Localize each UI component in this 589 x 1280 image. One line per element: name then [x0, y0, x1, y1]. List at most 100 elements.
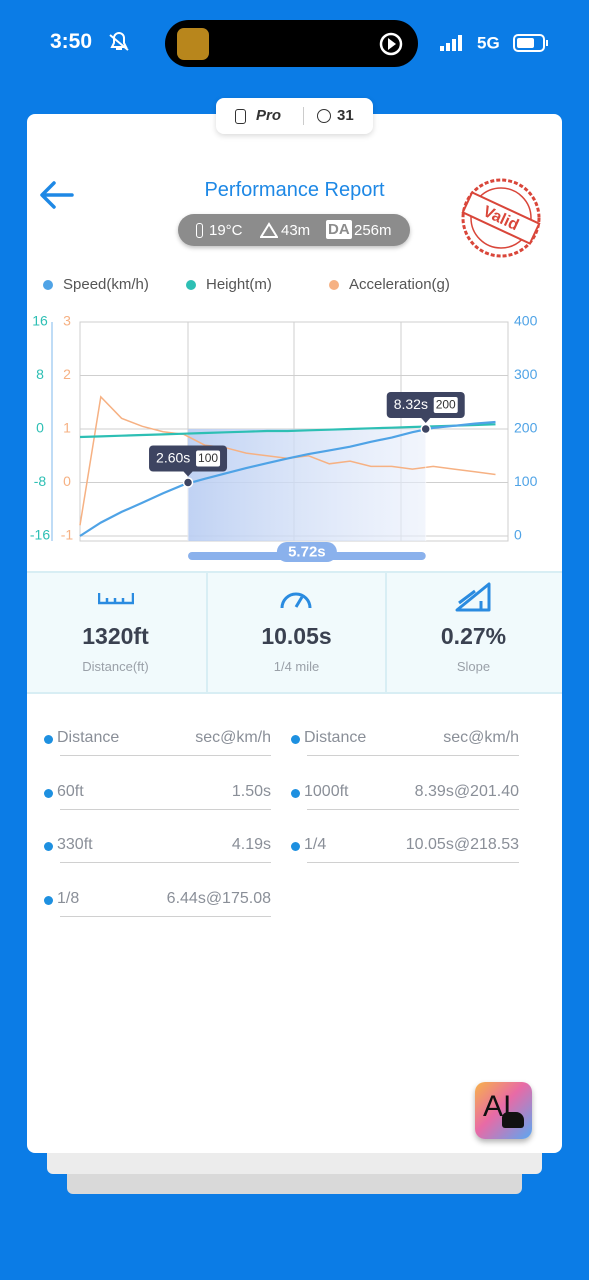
bullet	[44, 788, 53, 798]
result-value: sec@km/h	[195, 729, 271, 746]
signal-bar	[458, 35, 462, 51]
tick-label: 100	[514, 473, 538, 489]
result-value: sec@km/h	[443, 729, 519, 746]
marker-point	[182, 477, 194, 488]
row-rule	[307, 862, 519, 863]
legend-label: Height(m)	[206, 276, 272, 293]
row-rule	[60, 808, 271, 810]
row-rule	[307, 755, 519, 756]
stat-label: Distance(ft)	[82, 659, 149, 674]
bullet	[44, 735, 53, 744]
altitude-icon	[260, 222, 278, 238]
battery-level	[517, 38, 534, 48]
tick-label: 0	[36, 420, 44, 436]
tick-label: 0	[63, 473, 71, 489]
conditions: 19°C 43m DA 256m	[178, 214, 410, 246]
ai-button[interactable]: AI	[475, 1082, 532, 1139]
slope-icon	[455, 582, 491, 612]
bullet	[44, 842, 53, 851]
tick-label: -8	[34, 473, 47, 489]
tick-label: 400	[514, 313, 538, 329]
result-value: 1.50s	[231, 782, 271, 800]
marker-tooltip: 8.32s 200	[386, 392, 465, 423]
legend-label: Speed(km/h)	[63, 276, 149, 293]
app-icon	[177, 28, 209, 60]
result-name: 330ft	[57, 836, 93, 853]
row-rule	[60, 915, 271, 917]
stat-value: 1320ft	[82, 623, 149, 649]
divider	[303, 107, 304, 125]
result-name: 60ft	[57, 782, 84, 800]
da-label: DA	[326, 220, 352, 239]
legend-swatch	[186, 280, 196, 290]
stat-value: 0.27%	[440, 623, 507, 649]
stat-label: Slope	[456, 659, 491, 674]
stat: 0.27% Slope	[385, 573, 562, 692]
bullet	[291, 735, 300, 744]
pro-badge[interactable]: Pro 31	[216, 98, 373, 134]
density-altitude: 256m	[354, 222, 392, 239]
battery-tip	[546, 40, 548, 46]
count-icon	[317, 109, 331, 123]
bullet	[44, 895, 53, 905]
play-icon	[388, 38, 396, 50]
marker-value: 100	[198, 451, 218, 465]
signal-bar	[446, 43, 450, 51]
marker-time: 8.32s	[394, 396, 428, 412]
back-button[interactable]	[38, 180, 76, 210]
result-value: 10.05s@218.53	[405, 836, 519, 853]
stat: 1320ft Distance(ft)	[27, 573, 204, 692]
tick-label: 1	[63, 420, 71, 436]
status-icons: 5G	[109, 20, 548, 67]
tooltip-pointer	[183, 471, 194, 477]
tick-label: 8	[36, 366, 44, 382]
bullet	[291, 788, 300, 798]
result-name: 1000ft	[304, 782, 349, 800]
result-value: 8.39s@201.40	[414, 782, 519, 800]
result-row: 1/8 6.44s@175.08	[44, 890, 271, 920]
marker-time: 2.60s	[156, 450, 190, 466]
tick-label: 0	[514, 527, 522, 543]
card-stack	[47, 1150, 542, 1174]
legend-swatch	[43, 280, 53, 290]
bullet	[291, 842, 300, 851]
row-rule	[307, 808, 519, 810]
card-stack	[67, 1170, 522, 1194]
signal-bar	[440, 46, 444, 51]
car-icon	[502, 1112, 524, 1128]
dynamic-island	[165, 20, 418, 67]
gauge-icon	[280, 592, 312, 609]
result-row: Distance sec@km/h	[44, 729, 271, 759]
play-icon	[379, 32, 403, 56]
valid-stamp: Valid	[461, 178, 541, 258]
row-rule	[60, 862, 271, 863]
result-name: 1/4	[304, 836, 327, 853]
count: 31	[337, 107, 354, 124]
result-value: 4.19s	[231, 836, 271, 853]
tick-label: 2	[63, 366, 71, 382]
result-row: Distance sec@km/h	[291, 729, 519, 759]
tier: Pro	[256, 107, 282, 124]
marker-value: 200	[436, 398, 456, 412]
tick-label: 16	[32, 313, 48, 329]
legend-label: Acceleration(g)	[349, 276, 450, 293]
battery	[513, 34, 545, 52]
title: Performance Report	[204, 179, 385, 201]
mute-icon	[109, 32, 129, 51]
result-row: 330ft 4.19s	[44, 836, 271, 866]
signal-bar	[452, 39, 456, 51]
tick-label: -16	[30, 527, 50, 543]
result-name: 1/8	[57, 889, 80, 907]
result-row: 1000ft 8.39s@201.40	[291, 783, 519, 813]
phone-icon	[235, 109, 246, 124]
stat-value: 10.05s	[261, 623, 332, 649]
stats: 1320ft Distance(ft) 10.05s 1/4 mile 0.27…	[27, 571, 562, 694]
tick-label: 200	[514, 420, 538, 436]
tooltip-pointer	[420, 417, 431, 423]
temperature: 19°C	[209, 222, 243, 239]
ruler-icon	[98, 593, 134, 605]
result-name: Distance	[57, 729, 120, 746]
marker-tooltip: 2.60s 100	[149, 445, 228, 477]
result-row: 60ft 1.50s	[44, 783, 271, 813]
